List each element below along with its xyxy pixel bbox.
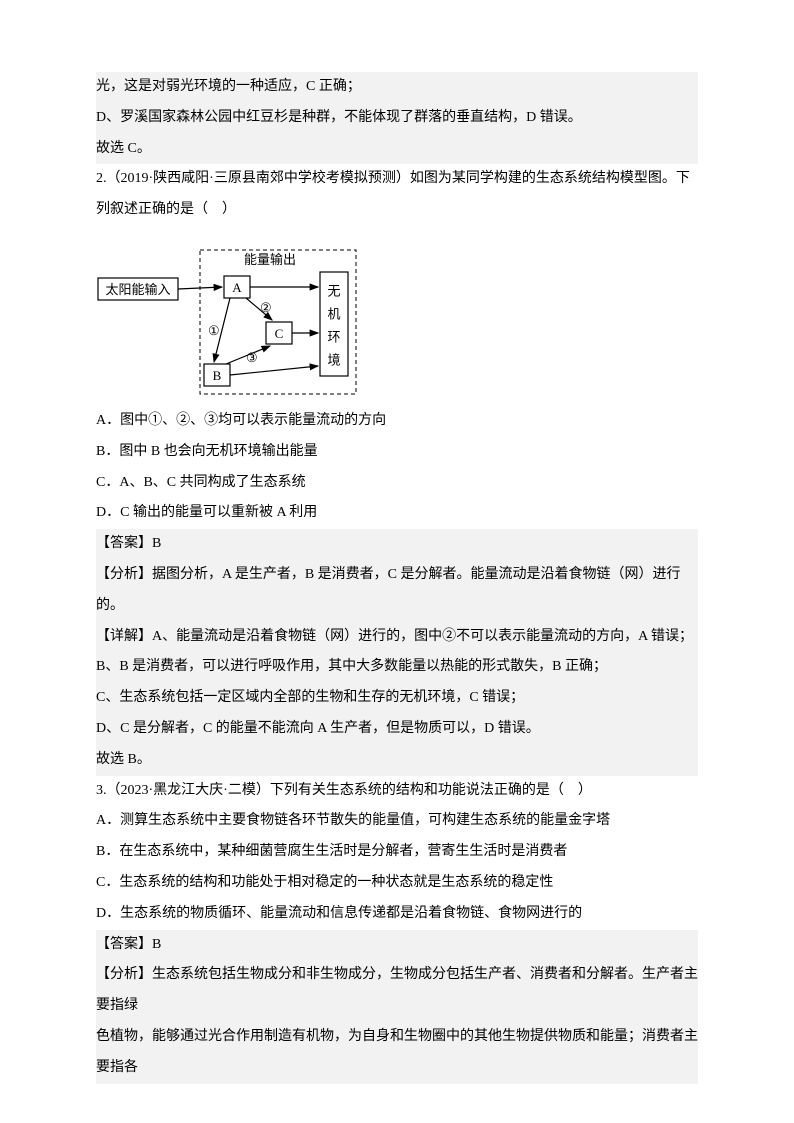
svg-text:B: B	[213, 368, 222, 383]
q2-optA: A．图中①、②、③均可以表示能量流动的方向	[96, 406, 698, 437]
svg-text:C: C	[275, 326, 284, 341]
q2-conclude: 故选 B。	[96, 745, 698, 776]
q3-optC: C．生态系统的结构和功能处于相对稳定的一种状态就是生态系统的稳定性	[96, 868, 698, 899]
svg-text:②: ②	[260, 300, 272, 315]
svg-text:A: A	[232, 280, 242, 295]
q3-optD: D．生态系统的物质循环、能量流动和信息传递都是沿着食物链、食物网进行的	[96, 899, 698, 930]
svg-text:无: 无	[327, 283, 340, 298]
q2-detailB: B、B 是消费者，可以进行呼吸作用，其中大多数能量以热能的形式散失，B 正确；	[96, 652, 698, 683]
q2-optC: C．A、B、C 共同构成了生态系统	[96, 468, 698, 499]
svg-text:③: ③	[246, 350, 258, 365]
q2-diagram: 能量输出太阳能输入 A B C 无机环境 ① ② ③	[96, 236, 698, 396]
svg-text:能量输出: 能量输出	[244, 252, 296, 267]
q2-optD: D．C 输出的能量可以重新被 A 利用	[96, 498, 698, 529]
svg-text:境: 境	[327, 352, 340, 367]
q3-optB: B．在生态系统中，某种细菌营腐生生活时是分解者，营寄生生活时是消费者	[96, 837, 698, 868]
q2-answer: 【答案】B	[96, 529, 698, 560]
svg-text:环: 环	[327, 329, 340, 344]
q3-stem: 3.（2023·黑龙江大庆·二模）下列有关生态系统的结构和功能说法正确的是（ ）	[96, 776, 698, 807]
q3-optA: A．测算生态系统中主要食物链各环节散失的能量值，可构建生态系统的能量金字塔	[96, 806, 698, 837]
ecosystem-diagram-svg: 能量输出太阳能输入 A B C 无机环境 ① ② ③	[96, 236, 366, 396]
q3-analysis1: 【分析】生态系统包括生物成分和非生物成分，生物成分包括生产者、消费者和分解者。生…	[96, 960, 698, 1022]
q3-analysis2: 色植物，能够通过光合作用制造有机物，为自身和生物圈中的其他生物提供物质和能量；消…	[96, 1022, 698, 1084]
svg-text:机: 机	[327, 306, 340, 321]
q2-detailC: C、生态系统包括一定区域内全部的生物和生存的无机环境，C 错误；	[96, 683, 698, 714]
q3-answer: 【答案】B	[96, 930, 698, 961]
q2-detailA: 【详解】A、能量流动是沿着食物链（网）进行的，图中②不可以表示能量流动的方向，A…	[96, 622, 698, 653]
q2-stem: 2.（2019·陕西咸阳·三原县南郊中学校考模拟预测）如图为某同学构建的生态系统…	[96, 164, 698, 226]
intro-line-3: 故选 C。	[96, 134, 698, 165]
svg-text:太阳能输入: 太阳能输入	[105, 282, 170, 297]
q2-optB: B．图中 B 也会向无机环境输出能量	[96, 437, 698, 468]
q2-detailD: D、C 是分解者，C 的能量不能流向 A 生产者，但是物质可以，D 错误。	[96, 714, 698, 745]
svg-text:①: ①	[208, 323, 220, 338]
q2-analysis: 【分析】据图分析，A 是生产者，B 是消费者，C 是分解者。能量流动是沿着食物链…	[96, 560, 698, 622]
intro-line-1: 光，这是对弱光环境的一种适应，C 正确；	[96, 72, 698, 103]
intro-line-2: D、罗溪国家森林公园中红豆杉是种群，不能体现了群落的垂直结构，D 错误。	[96, 103, 698, 134]
